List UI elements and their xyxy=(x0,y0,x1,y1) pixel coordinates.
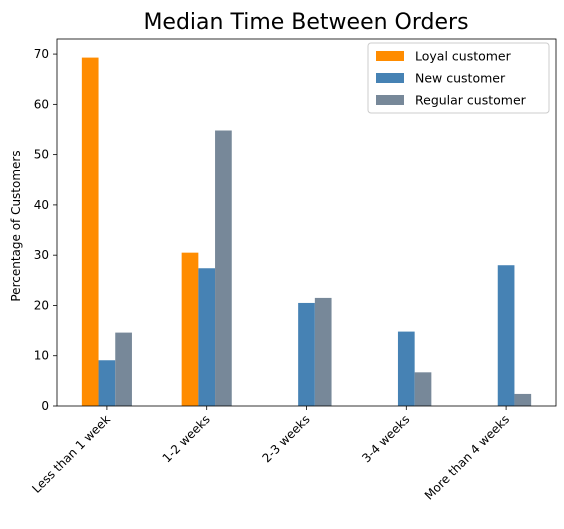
legend-swatch xyxy=(376,51,404,61)
bar-new-customer-1 xyxy=(198,268,216,406)
bar-regular-customer-4 xyxy=(514,393,532,406)
y-tick-label: 30 xyxy=(34,248,49,262)
y-tick-label: 70 xyxy=(34,47,49,61)
legend-swatch xyxy=(376,95,404,105)
legend-box xyxy=(367,42,550,114)
bar-new-customer-4 xyxy=(497,265,515,406)
bar-regular-customer-3 xyxy=(414,372,432,406)
y-axis-label: Percentage of Customers xyxy=(9,150,23,301)
chart-title: Median Time Between Orders xyxy=(143,10,468,35)
y-tick-label: 40 xyxy=(34,198,49,212)
bar-new-customer-2 xyxy=(298,302,315,406)
legend-swatch xyxy=(376,73,404,83)
x-tick-label: 2-3 weeks xyxy=(259,412,312,465)
x-tick-label: Less than 1 week xyxy=(29,412,113,496)
bar-regular-customer-2 xyxy=(314,297,332,406)
y-tick-label: 50 xyxy=(34,148,49,162)
y-tick-label: 10 xyxy=(34,349,49,363)
x-tick-label: More than 4 weeks xyxy=(422,412,512,502)
legend-label: Regular customer xyxy=(415,93,527,108)
bar-new-customer-3 xyxy=(397,331,415,406)
x-tick-label: 3-4 weeks xyxy=(359,412,412,465)
y-tick-label: 0 xyxy=(41,399,49,413)
legend-label: Loyal customer xyxy=(415,49,512,64)
bar-loyal-customer-0 xyxy=(81,57,99,406)
bar-new-customer-0 xyxy=(98,360,116,406)
y-tick-label: 60 xyxy=(34,97,49,111)
legend: Loyal customer New customer Regular custom… xyxy=(367,42,550,114)
y-tick-label: 20 xyxy=(34,298,49,312)
bar-regular-customer-0 xyxy=(115,332,132,406)
bar-loyal-customer-1 xyxy=(181,252,199,406)
bar-regular-customer-1 xyxy=(215,130,232,406)
x-tick-label: 1-2 weeks xyxy=(160,412,213,465)
legend-label: New customer xyxy=(415,71,506,86)
